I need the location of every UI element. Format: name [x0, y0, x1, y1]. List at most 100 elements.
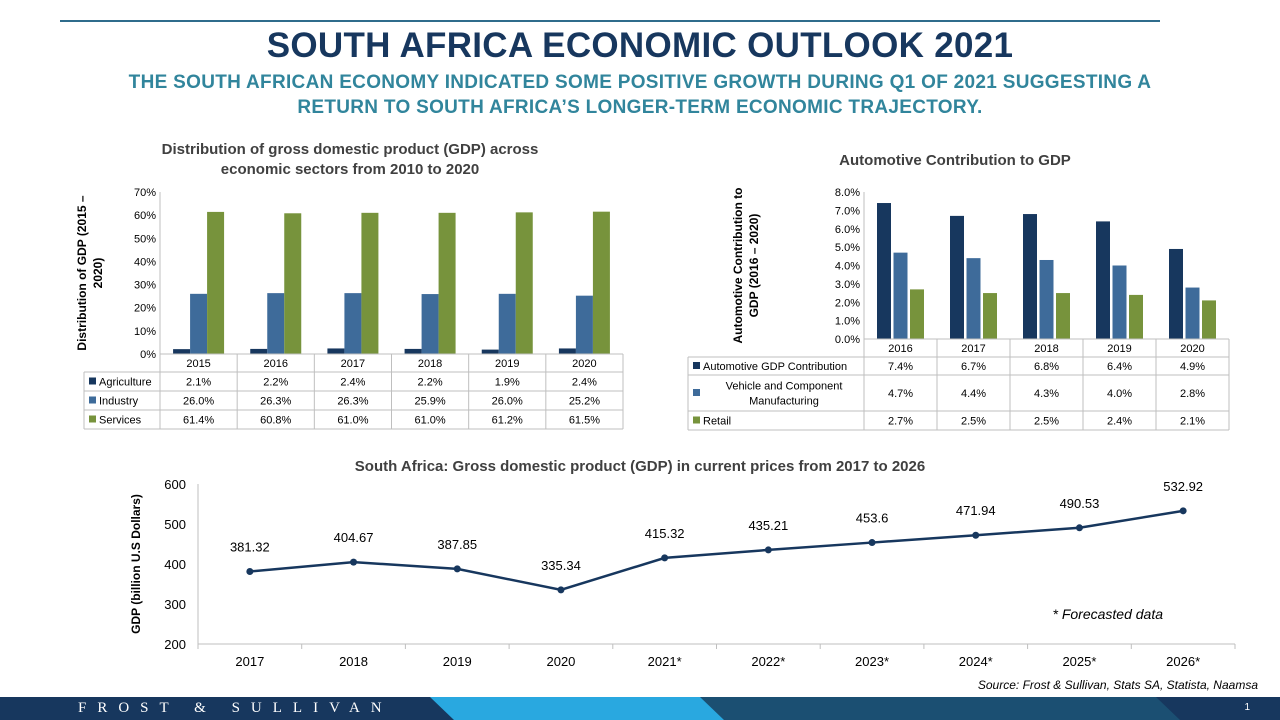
data-label: 387.85	[437, 537, 477, 552]
data-label: 26.0%	[492, 396, 523, 408]
bar	[1112, 265, 1127, 339]
data-label: 2.1%	[1180, 416, 1205, 428]
x-tick-label: 2017	[341, 358, 365, 370]
y-tick-label: 3.0%	[835, 279, 860, 291]
data-label: 60.8%	[260, 415, 291, 427]
bar	[361, 212, 379, 354]
x-tick-label: 2019	[443, 654, 472, 669]
y-tick-label: 4.0%	[835, 261, 860, 273]
y-tick-label: 5.0%	[835, 242, 860, 254]
y-tick-label: 500	[164, 517, 186, 532]
legend-swatch	[693, 389, 700, 396]
data-label: 435.21	[748, 518, 788, 533]
x-tick-label: 2023*	[855, 654, 889, 669]
y-tick-label: 30%	[134, 280, 156, 292]
data-label: 25.2%	[569, 396, 600, 408]
legend-entry: Automotive GDP Contribution	[703, 361, 847, 373]
legend-swatch	[89, 377, 96, 385]
data-label: 2.2%	[418, 377, 443, 389]
bar	[893, 252, 908, 339]
data-label: 26.3%	[260, 396, 291, 408]
data-label: 61.2%	[492, 415, 523, 427]
subtitle-line-1: THE SOUTH AFRICAN ECONOMY INDICATED SOME…	[128, 72, 1152, 93]
forecast-note: * Forecasted data	[1052, 606, 1163, 622]
y-tick-label: 0%	[140, 349, 156, 361]
y-tick-label: 7.0%	[835, 205, 860, 217]
page-number: 1	[1244, 702, 1250, 713]
data-label: 6.4%	[1107, 361, 1132, 373]
data-label: 490.53	[1060, 496, 1100, 511]
data-label: 2.4%	[340, 377, 365, 389]
bar	[190, 293, 208, 354]
chart-title: economic sectors from 2010 to 2020	[221, 161, 479, 178]
x-tick-label: 2022*	[751, 654, 785, 669]
y-tick-label: 0.0%	[835, 334, 860, 346]
data-label: 7.4%	[888, 361, 913, 373]
x-tick-label: 2021*	[648, 654, 682, 669]
x-tick-label: 2018	[339, 654, 368, 669]
data-label: 61.0%	[337, 415, 368, 427]
footer-accent	[430, 697, 730, 720]
legend-entry: Industry	[99, 396, 139, 408]
legend-entry: Manufacturing	[749, 396, 819, 408]
x-tick-label: 2018	[418, 358, 442, 370]
data-label: 25.9%	[414, 396, 445, 408]
bar	[421, 294, 439, 354]
page-title: SOUTH AFRICA ECONOMIC OUTLOOK 2021	[266, 26, 1014, 65]
data-label: 2.4%	[572, 377, 597, 389]
bar	[558, 348, 576, 354]
legend-swatch	[89, 415, 96, 423]
data-label: 471.94	[956, 503, 996, 518]
subtitle-line-2: RETURN TO SOUTH AFRICA’S LONGER-TERM ECO…	[297, 97, 983, 118]
bar	[910, 289, 924, 339]
chart-title: South Africa: Gross domestic product (GD…	[355, 458, 925, 475]
data-label: 4.4%	[961, 388, 986, 400]
y-axis-label: Distribution of GDP (2015 –	[75, 195, 89, 350]
y-tick-label: 70%	[134, 187, 156, 199]
bar	[327, 348, 345, 354]
chart-title: Distribution of gross domestic product (…	[162, 141, 539, 158]
data-label: 4.3%	[1034, 388, 1059, 400]
top-rule	[60, 20, 1160, 22]
bar	[481, 349, 499, 354]
data-point	[350, 558, 358, 566]
data-label: 1.9%	[495, 377, 520, 389]
data-label: 4.9%	[1180, 361, 1205, 373]
legend-entry: Services	[99, 415, 142, 427]
bar	[438, 212, 456, 354]
x-tick-label: 2017	[235, 654, 264, 669]
data-label: 2.1%	[186, 377, 211, 389]
data-label: 61.5%	[569, 415, 600, 427]
y-tick-label: 60%	[134, 210, 156, 222]
y-tick-label: 20%	[134, 303, 156, 315]
bar	[515, 212, 533, 354]
bar	[950, 215, 964, 339]
y-tick-label: 600	[164, 477, 186, 492]
data-label: 4.0%	[1107, 388, 1132, 400]
y-tick-label: 50%	[134, 233, 156, 245]
bar	[404, 348, 422, 354]
data-label: 2.4%	[1107, 416, 1132, 428]
bar	[250, 348, 268, 354]
bar	[592, 211, 610, 354]
x-tick-label: 2020	[572, 358, 596, 370]
y-axis-label: Automotive Contribution to	[731, 188, 745, 344]
x-tick-label: 2017	[961, 343, 985, 355]
bar	[267, 293, 285, 354]
x-tick-label: 2019	[1107, 343, 1131, 355]
data-point	[868, 539, 876, 547]
footer-bar: FROST & SULLIVAN 1	[0, 697, 1280, 720]
data-label: 2.8%	[1180, 388, 1205, 400]
bar	[173, 349, 191, 354]
x-tick-label: 2019	[495, 358, 519, 370]
page-subtitle: THE SOUTH AFRICAN ECONOMY INDICATED SOME…	[80, 70, 1200, 120]
y-tick-label: 300	[164, 597, 186, 612]
data-point	[764, 546, 772, 554]
data-label: 453.6	[856, 511, 889, 526]
data-point	[453, 565, 461, 573]
series-line	[249, 509, 1184, 592]
x-tick-label: 2020	[546, 654, 575, 669]
y-tick-label: 40%	[134, 256, 156, 268]
